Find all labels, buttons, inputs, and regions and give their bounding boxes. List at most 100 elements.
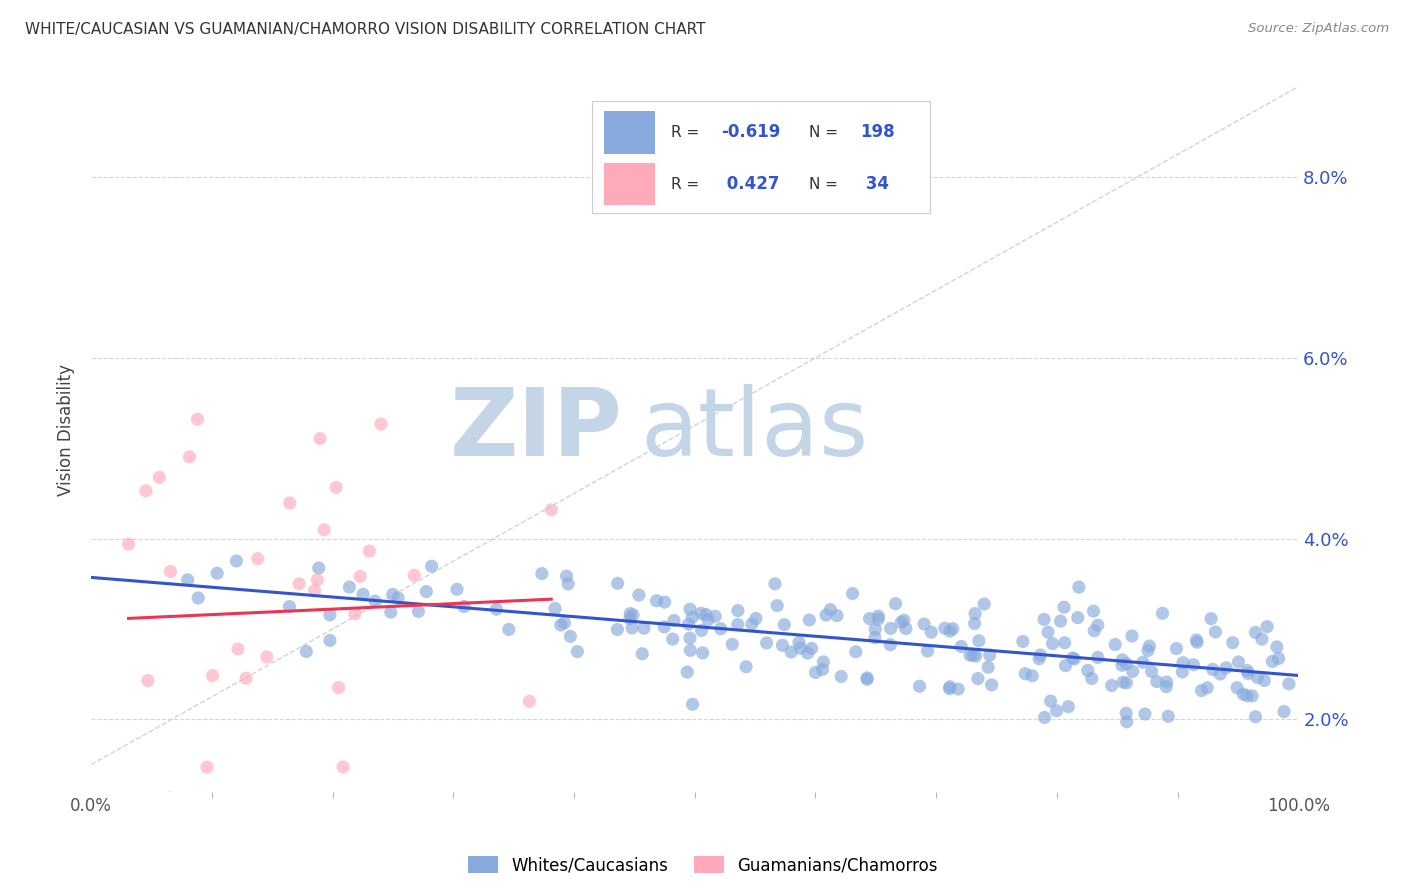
- Y-axis label: Vision Disability: Vision Disability: [58, 364, 75, 496]
- Point: [319, 633, 342, 648]
- Point: [1122, 665, 1144, 679]
- Text: Source: ZipAtlas.com: Source: ZipAtlas.com: [1249, 22, 1389, 36]
- Point: [225, 554, 247, 568]
- Point: [1112, 675, 1135, 690]
- Point: [1053, 636, 1076, 650]
- Point: [1272, 705, 1295, 719]
- Point: [934, 621, 956, 635]
- Point: [766, 599, 789, 613]
- Point: [973, 597, 995, 611]
- Text: N =: N =: [810, 125, 844, 140]
- Point: [1226, 681, 1249, 695]
- Point: [682, 698, 704, 712]
- Point: [1132, 655, 1154, 669]
- Point: [246, 551, 269, 566]
- Point: [117, 537, 139, 551]
- Point: [328, 681, 350, 695]
- Point: [295, 644, 318, 658]
- Text: WHITE/CAUCASIAN VS GUAMANIAN/CHAMORRO VISION DISABILITY CORRELATION CHART: WHITE/CAUCASIAN VS GUAMANIAN/CHAMORRO VI…: [25, 22, 706, 37]
- Point: [1115, 657, 1137, 671]
- Point: [938, 681, 960, 696]
- Point: [1080, 672, 1102, 686]
- Text: N =: N =: [810, 177, 844, 192]
- Point: [780, 645, 803, 659]
- Point: [621, 621, 644, 635]
- Point: [884, 597, 907, 611]
- Point: [1236, 664, 1258, 678]
- Point: [825, 608, 848, 623]
- Point: [787, 635, 810, 649]
- FancyBboxPatch shape: [605, 162, 655, 205]
- Point: [1012, 634, 1035, 648]
- Point: [676, 665, 699, 679]
- Point: [606, 576, 628, 591]
- Point: [1199, 612, 1222, 626]
- Point: [1115, 714, 1137, 729]
- Point: [1104, 638, 1126, 652]
- Point: [370, 417, 392, 431]
- Point: [387, 591, 409, 606]
- Point: [868, 612, 890, 626]
- Point: [288, 576, 311, 591]
- Point: [485, 602, 508, 616]
- Point: [1057, 699, 1080, 714]
- Point: [1021, 669, 1043, 683]
- Point: [1115, 706, 1137, 721]
- Point: [332, 760, 354, 774]
- Point: [755, 636, 778, 650]
- Point: [1049, 614, 1071, 628]
- Point: [415, 584, 437, 599]
- Point: [176, 573, 198, 587]
- Point: [420, 559, 443, 574]
- Point: [815, 608, 838, 623]
- Point: [858, 611, 880, 625]
- Point: [679, 643, 702, 657]
- Point: [856, 671, 879, 685]
- Point: [1111, 658, 1133, 673]
- Point: [745, 611, 768, 625]
- Point: [1197, 681, 1219, 695]
- Point: [662, 614, 685, 628]
- Point: [304, 583, 326, 598]
- Point: [1121, 629, 1143, 643]
- Text: 0.427: 0.427: [721, 175, 780, 193]
- Text: -0.619: -0.619: [721, 123, 780, 142]
- Point: [446, 582, 468, 597]
- Point: [1087, 650, 1109, 665]
- Point: [1232, 687, 1254, 701]
- Point: [950, 640, 973, 654]
- Point: [187, 412, 209, 426]
- Point: [498, 623, 520, 637]
- Point: [159, 791, 181, 805]
- Point: [339, 580, 361, 594]
- Point: [343, 607, 366, 621]
- Point: [1204, 624, 1226, 639]
- Point: [1171, 656, 1194, 670]
- Point: [627, 588, 650, 602]
- Point: [967, 672, 990, 686]
- Point: [681, 610, 703, 624]
- Point: [654, 595, 676, 609]
- Point: [912, 617, 935, 632]
- Point: [1182, 657, 1205, 672]
- Point: [517, 694, 540, 708]
- Point: [308, 561, 330, 575]
- Point: [1227, 655, 1250, 669]
- Point: [1265, 640, 1288, 654]
- Point: [1261, 655, 1284, 669]
- Point: [721, 637, 744, 651]
- Point: [942, 622, 965, 636]
- Point: [453, 599, 475, 614]
- Point: [1033, 612, 1056, 626]
- Point: [804, 665, 827, 680]
- Point: [1246, 671, 1268, 685]
- Point: [235, 671, 257, 685]
- Text: 34: 34: [860, 175, 889, 193]
- Point: [959, 648, 981, 662]
- Point: [879, 621, 901, 635]
- Point: [908, 679, 931, 693]
- Point: [1029, 648, 1052, 662]
- Point: [1202, 662, 1225, 676]
- Point: [325, 481, 347, 495]
- Point: [1067, 580, 1090, 594]
